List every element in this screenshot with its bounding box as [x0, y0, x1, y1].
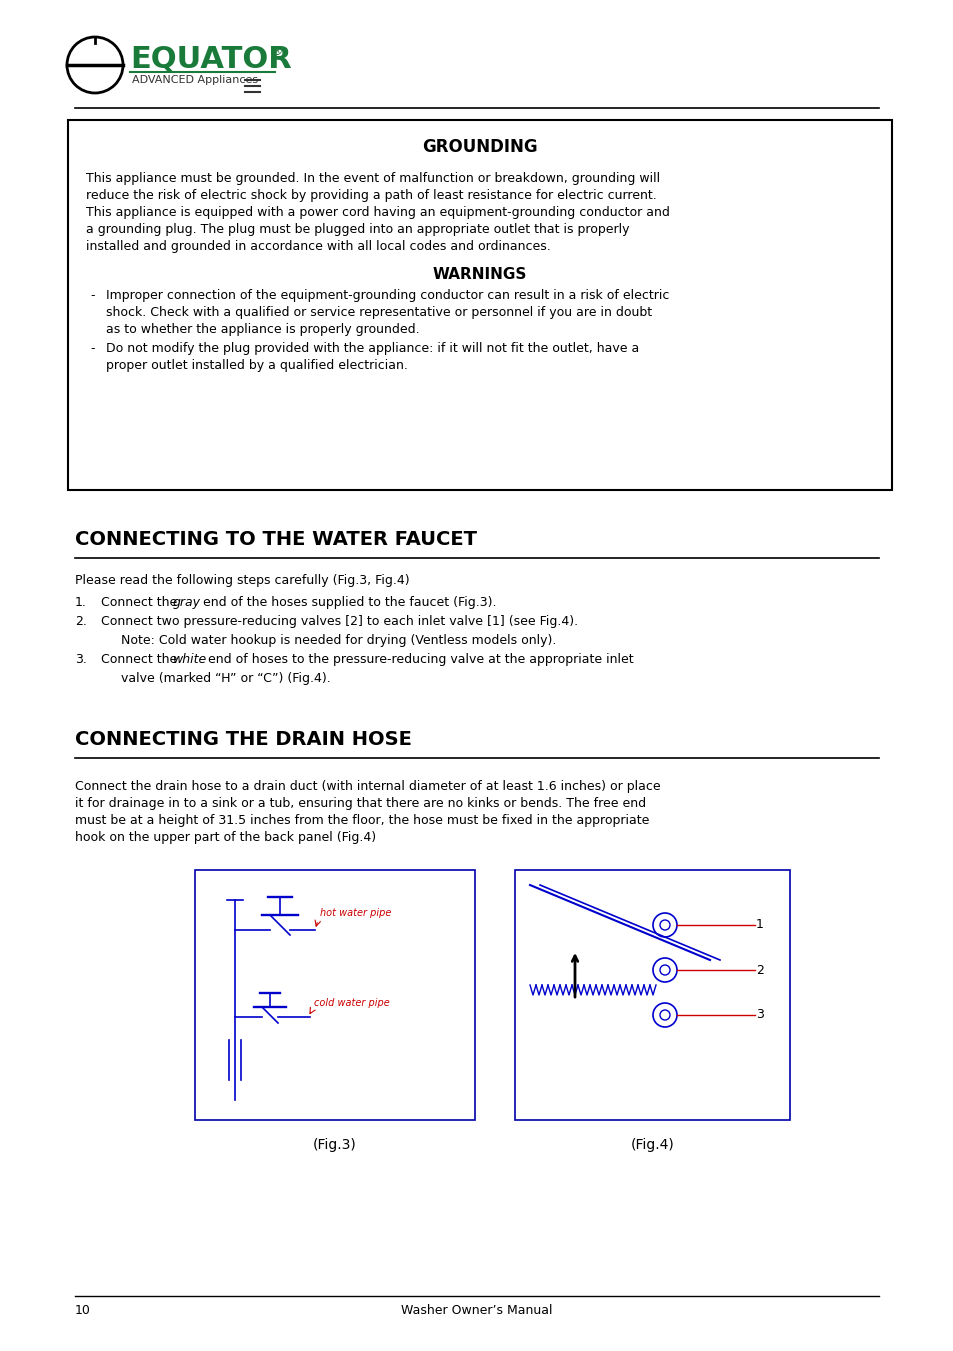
Text: 3.: 3. [75, 653, 87, 666]
Text: shock. Check with a qualified or service representative or personnel if you are : shock. Check with a qualified or service… [106, 305, 652, 319]
Text: Connect the: Connect the [101, 653, 181, 666]
Text: Connect the drain hose to a drain duct (with internal diameter of at least 1.6 i: Connect the drain hose to a drain duct (… [75, 780, 659, 793]
Text: Connect the: Connect the [101, 596, 181, 609]
Text: Please read the following steps carefully (Fig.3, Fig.4): Please read the following steps carefull… [75, 574, 409, 586]
Text: Washer Owner’s Manual: Washer Owner’s Manual [401, 1304, 552, 1317]
Text: WARNINGS: WARNINGS [433, 267, 527, 282]
Text: 1: 1 [756, 919, 763, 931]
Text: Note: Cold water hookup is needed for drying (Ventless models only).: Note: Cold water hookup is needed for dr… [121, 634, 556, 647]
Text: cold water pipe: cold water pipe [314, 998, 390, 1008]
Text: white: white [172, 653, 207, 666]
Text: end of the hoses supplied to the faucet (Fig.3).: end of the hoses supplied to the faucet … [199, 596, 496, 609]
Text: 1.: 1. [75, 596, 87, 609]
Text: -: - [90, 342, 94, 355]
Text: ®: ® [270, 45, 282, 58]
Text: GROUNDING: GROUNDING [422, 138, 537, 155]
Text: ADVANCED Appliances: ADVANCED Appliances [132, 76, 258, 85]
Text: CONNECTING THE DRAIN HOSE: CONNECTING THE DRAIN HOSE [75, 730, 412, 748]
Text: EQUATOR: EQUATOR [130, 45, 292, 74]
Text: as to whether the appliance is properly grounded.: as to whether the appliance is properly … [106, 323, 419, 336]
Bar [194, 870, 475, 1120]
Text: This appliance must be grounded. In the event of malfunction or breakdown, groun: This appliance must be grounded. In the … [86, 172, 659, 185]
Text: (Fig.4): (Fig.4) [630, 1138, 674, 1152]
Bar [68, 120, 891, 490]
Text: hot water pipe: hot water pipe [319, 908, 391, 917]
Text: must be at a height of 31.5 inches from the floor, the hose must be fixed in the: must be at a height of 31.5 inches from … [75, 815, 649, 827]
Text: Connect two pressure-reducing valves [2] to each inlet valve [1] (see Fig.4).: Connect two pressure-reducing valves [2]… [101, 615, 578, 628]
Text: This appliance is equipped with a power cord having an equipment-grounding condu: This appliance is equipped with a power … [86, 205, 669, 219]
Text: a grounding plug. The plug must be plugged into an appropriate outlet that is pr: a grounding plug. The plug must be plugg… [86, 223, 629, 236]
Text: hook on the upper part of the back panel (Fig.4): hook on the upper part of the back panel… [75, 831, 375, 844]
Text: it for drainage in to a sink or a tub, ensuring that there are no kinks or bends: it for drainage in to a sink or a tub, e… [75, 797, 645, 811]
Bar [515, 870, 789, 1120]
Text: (Fig.3): (Fig.3) [313, 1138, 356, 1152]
Text: end of hoses to the pressure-reducing valve at the appropriate inlet: end of hoses to the pressure-reducing va… [204, 653, 633, 666]
Text: 2.: 2. [75, 615, 87, 628]
Text: valve (marked “H” or “C”) (Fig.4).: valve (marked “H” or “C”) (Fig.4). [121, 671, 331, 685]
Text: gray: gray [172, 596, 201, 609]
Text: proper outlet installed by a qualified electrician.: proper outlet installed by a qualified e… [106, 359, 408, 372]
Text: -: - [90, 289, 94, 303]
Text: 2: 2 [756, 963, 763, 977]
Text: Do not modify the plug provided with the appliance: if it will not fit the outle: Do not modify the plug provided with the… [106, 342, 639, 355]
Text: CONNECTING TO THE WATER FAUCET: CONNECTING TO THE WATER FAUCET [75, 530, 476, 549]
Text: reduce the risk of electric shock by providing a path of least resistance for el: reduce the risk of electric shock by pro… [86, 189, 656, 203]
Text: 10: 10 [75, 1304, 91, 1317]
Bar [519, 875, 784, 1115]
Text: installed and grounded in accordance with all local codes and ordinances.: installed and grounded in accordance wit… [86, 240, 550, 253]
Text: 3: 3 [756, 1008, 763, 1021]
Text: Improper connection of the equipment-grounding conductor can result in a risk of: Improper connection of the equipment-gro… [106, 289, 669, 303]
